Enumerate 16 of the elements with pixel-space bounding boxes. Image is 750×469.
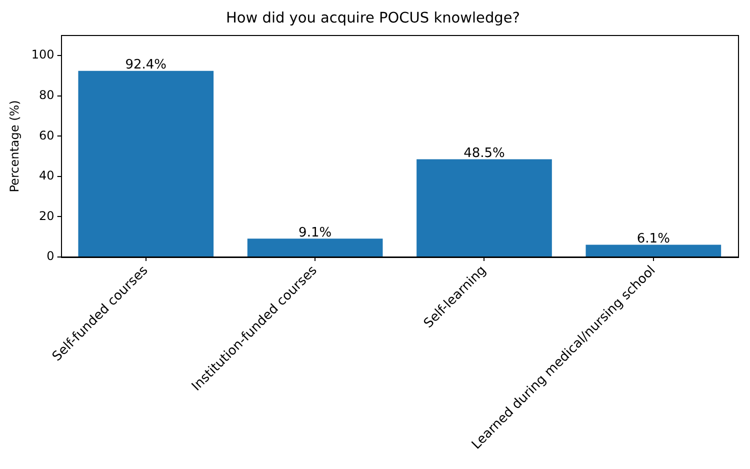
y-axis-title: Percentage (%) [7,100,22,192]
data-label: 48.5% [464,146,505,162]
chart-title: How did you acquire POCUS knowledge? [226,10,520,26]
y-tick-label: 40 [39,168,54,183]
bar [586,244,722,256]
y-tick-label: 100 [31,48,54,62]
y-tick-label: 80 [39,88,54,102]
y-tick-label: 20 [39,208,54,223]
bar [78,70,214,256]
data-label: 9.1% [298,226,332,241]
bar [247,238,383,256]
y-tick-label: 0 [46,249,54,264]
data-label: 6.1% [636,232,670,247]
y-tick-label: 60 [39,128,54,142]
data-label: 92.4% [125,58,167,73]
bar [416,159,552,256]
